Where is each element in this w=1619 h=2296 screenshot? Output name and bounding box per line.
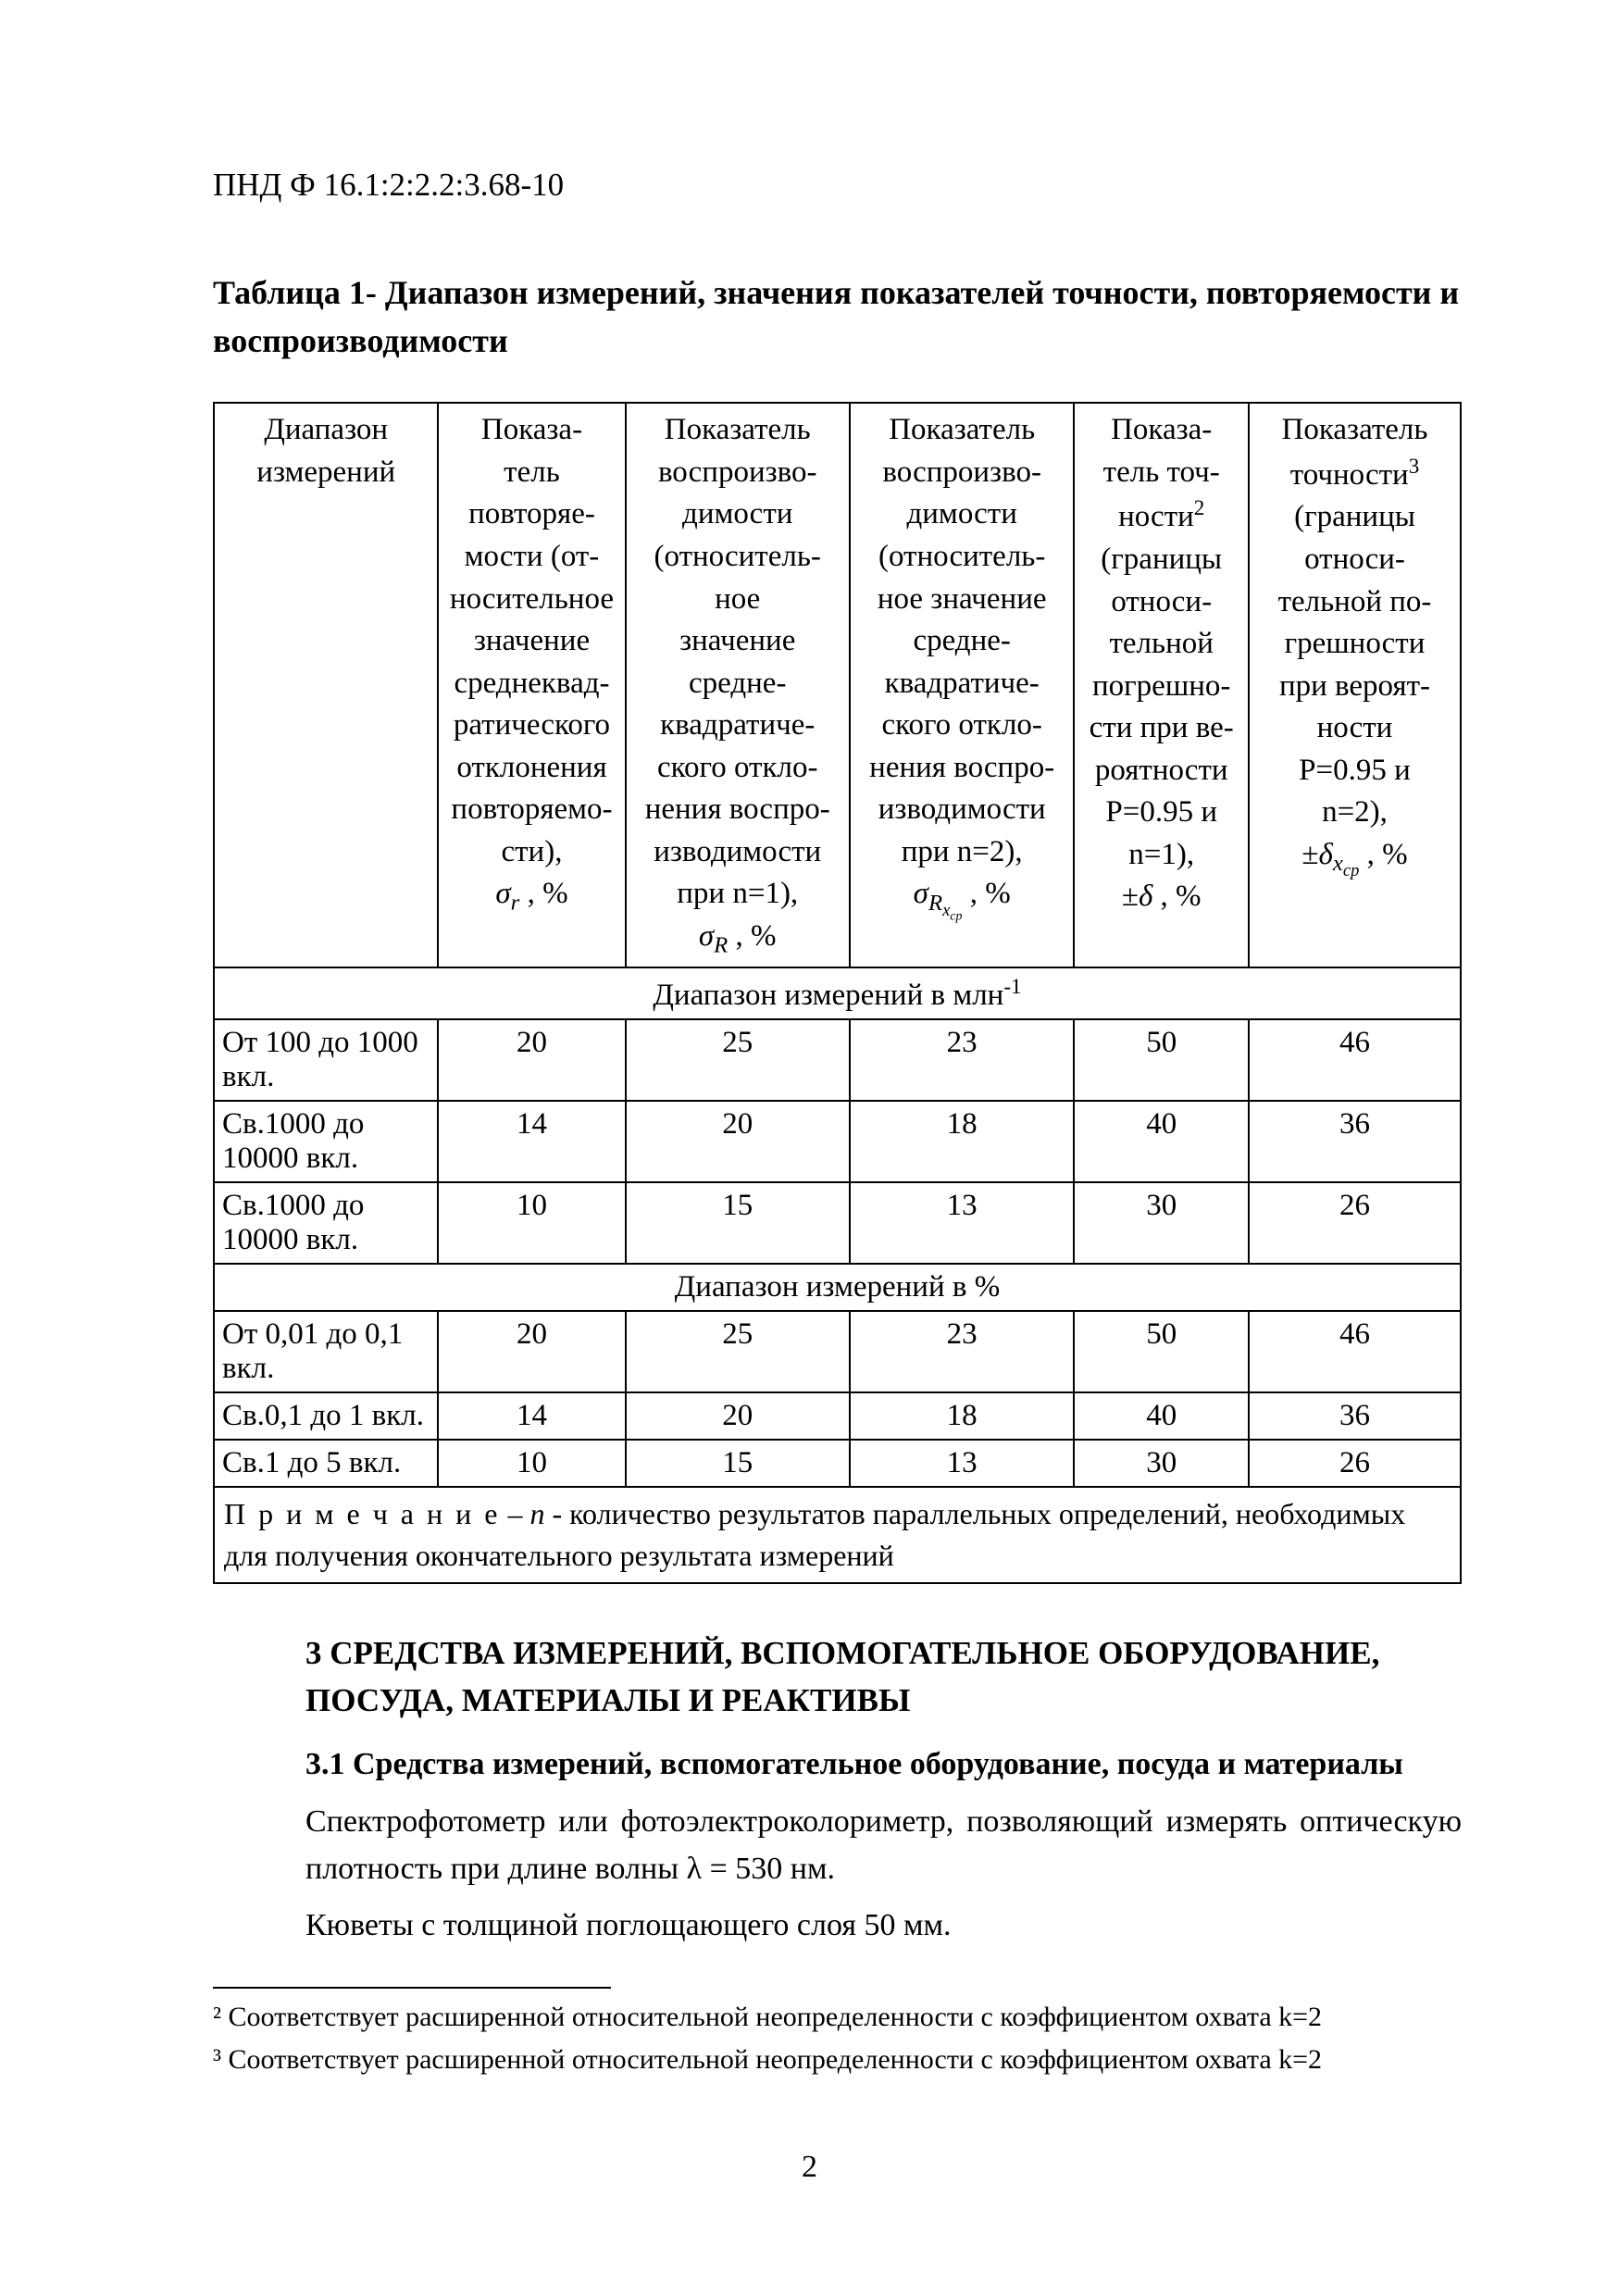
cell: 46 xyxy=(1249,1311,1461,1392)
table-row: Св.1000 до 10000 вкл. 14 20 18 40 36 xyxy=(214,1101,1461,1182)
cell: 40 xyxy=(1074,1392,1249,1440)
table-row: Св.0,1 до 1 вкл. 14 20 18 40 36 xyxy=(214,1392,1461,1440)
paragraph: Спектрофотометр или фотоэлектроколоримет… xyxy=(305,1798,1462,1892)
cell: 10 xyxy=(438,1440,625,1487)
table-caption: Таблица 1- Диапазон измерений, значения … xyxy=(213,268,1462,365)
cell: 10 xyxy=(438,1182,625,1264)
page-number: 2 xyxy=(0,2150,1619,2185)
cell: 30 xyxy=(1074,1182,1249,1264)
section-3-heading: 3 СРЕДСТВА ИЗМЕРЕНИЙ, ВСПОМОГАТЕЛЬНОЕ ОБ… xyxy=(305,1630,1462,1725)
cell: 13 xyxy=(850,1182,1074,1264)
table-note-row: П р и м е ч а н и е – n - количество рез… xyxy=(214,1487,1461,1583)
section-header-1-text: Диапазон измерений в млн-1 xyxy=(214,967,1461,1019)
table-row: Св.1000 до 10000 вкл. 10 15 13 30 26 xyxy=(214,1182,1461,1264)
col-repeatability: Показа-тельповторяе-мости (от-носительно… xyxy=(438,403,625,967)
col-accuracy-n1: Показа-тель точ-ности2(границыотноси-тел… xyxy=(1074,403,1249,967)
table-row: От 0,01 до 0,1 вкл. 20 25 23 50 46 xyxy=(214,1311,1461,1392)
cell: 40 xyxy=(1074,1101,1249,1182)
section-3-1-heading: 3.1 Средства измерений, вспомогательное … xyxy=(305,1741,1462,1787)
cell-range: Св.1000 до 10000 вкл. xyxy=(214,1101,438,1182)
accuracy-table: Диапазонизмерений Показа-тельповторяе-мо… xyxy=(213,402,1462,1584)
note-label: П р и м е ч а н и е xyxy=(224,1497,500,1530)
section-header-2-text: Диапазон измерений в % xyxy=(214,1264,1461,1311)
cell-range: Св.1 до 5 вкл. xyxy=(214,1440,438,1487)
cell: 20 xyxy=(626,1392,850,1440)
cell-range: От 100 до 1000 вкл. xyxy=(214,1019,438,1101)
paragraph: Кюветы с толщиной поглощающего слоя 50 м… xyxy=(305,1902,1462,1949)
cell: 14 xyxy=(438,1101,625,1182)
col-reprod-n1: Показательвоспроизво-димости(относитель-… xyxy=(626,403,850,967)
cell: 26 xyxy=(1249,1182,1461,1264)
cell: 20 xyxy=(438,1019,625,1101)
footnote-3: ³ Соответствует расширенной относительно… xyxy=(213,2040,1462,2079)
cell-range: Св.0,1 до 1 вкл. xyxy=(214,1392,438,1440)
footnotes: ² Соответствует расширенной относительно… xyxy=(213,1987,1462,2083)
footnote-2: ² Соответствует расширенной относительно… xyxy=(213,1998,1462,2037)
cell: 25 xyxy=(626,1019,850,1101)
col-reprod-n2: Показательвоспроизво-димости(относитель-… xyxy=(850,403,1074,967)
cell: 23 xyxy=(850,1311,1074,1392)
cell: 30 xyxy=(1074,1440,1249,1487)
cell: 23 xyxy=(850,1019,1074,1101)
cell: 18 xyxy=(850,1101,1074,1182)
cell: 36 xyxy=(1249,1392,1461,1440)
table-row: От 100 до 1000 вкл. 20 25 23 50 46 xyxy=(214,1019,1461,1101)
cell: 18 xyxy=(850,1392,1074,1440)
table-note: П р и м е ч а н и е – n - количество рез… xyxy=(214,1487,1461,1583)
cell: 15 xyxy=(626,1182,850,1264)
table-row: Св.1 до 5 вкл. 10 15 13 30 26 xyxy=(214,1440,1461,1487)
cell: 13 xyxy=(850,1440,1074,1487)
cell-range: Св.1000 до 10000 вкл. xyxy=(214,1182,438,1264)
cell: 15 xyxy=(626,1440,850,1487)
cell: 25 xyxy=(626,1311,850,1392)
cell: 14 xyxy=(438,1392,625,1440)
cell: 36 xyxy=(1249,1101,1461,1182)
cell: 26 xyxy=(1249,1440,1461,1487)
section-header-1: Диапазон измерений в млн-1 xyxy=(214,967,1461,1019)
cell: 20 xyxy=(626,1101,850,1182)
table-header-row: Диапазонизмерений Показа-тельповторяе-мо… xyxy=(214,403,1461,967)
col-range: Диапазонизмерений xyxy=(214,403,438,967)
cell-range: От 0,01 до 0,1 вкл. xyxy=(214,1311,438,1392)
document-id: ПНД Ф 16.1:2:2.2:3.68-10 xyxy=(213,167,1462,204)
cell: 50 xyxy=(1074,1019,1249,1101)
col-accuracy-n2: Показательточности3(границыотноси-тельно… xyxy=(1249,403,1461,967)
cell: 46 xyxy=(1249,1019,1461,1101)
section-header-2: Диапазон измерений в % xyxy=(214,1264,1461,1311)
cell: 50 xyxy=(1074,1311,1249,1392)
cell: 20 xyxy=(438,1311,625,1392)
footnote-rule xyxy=(213,1987,611,1989)
